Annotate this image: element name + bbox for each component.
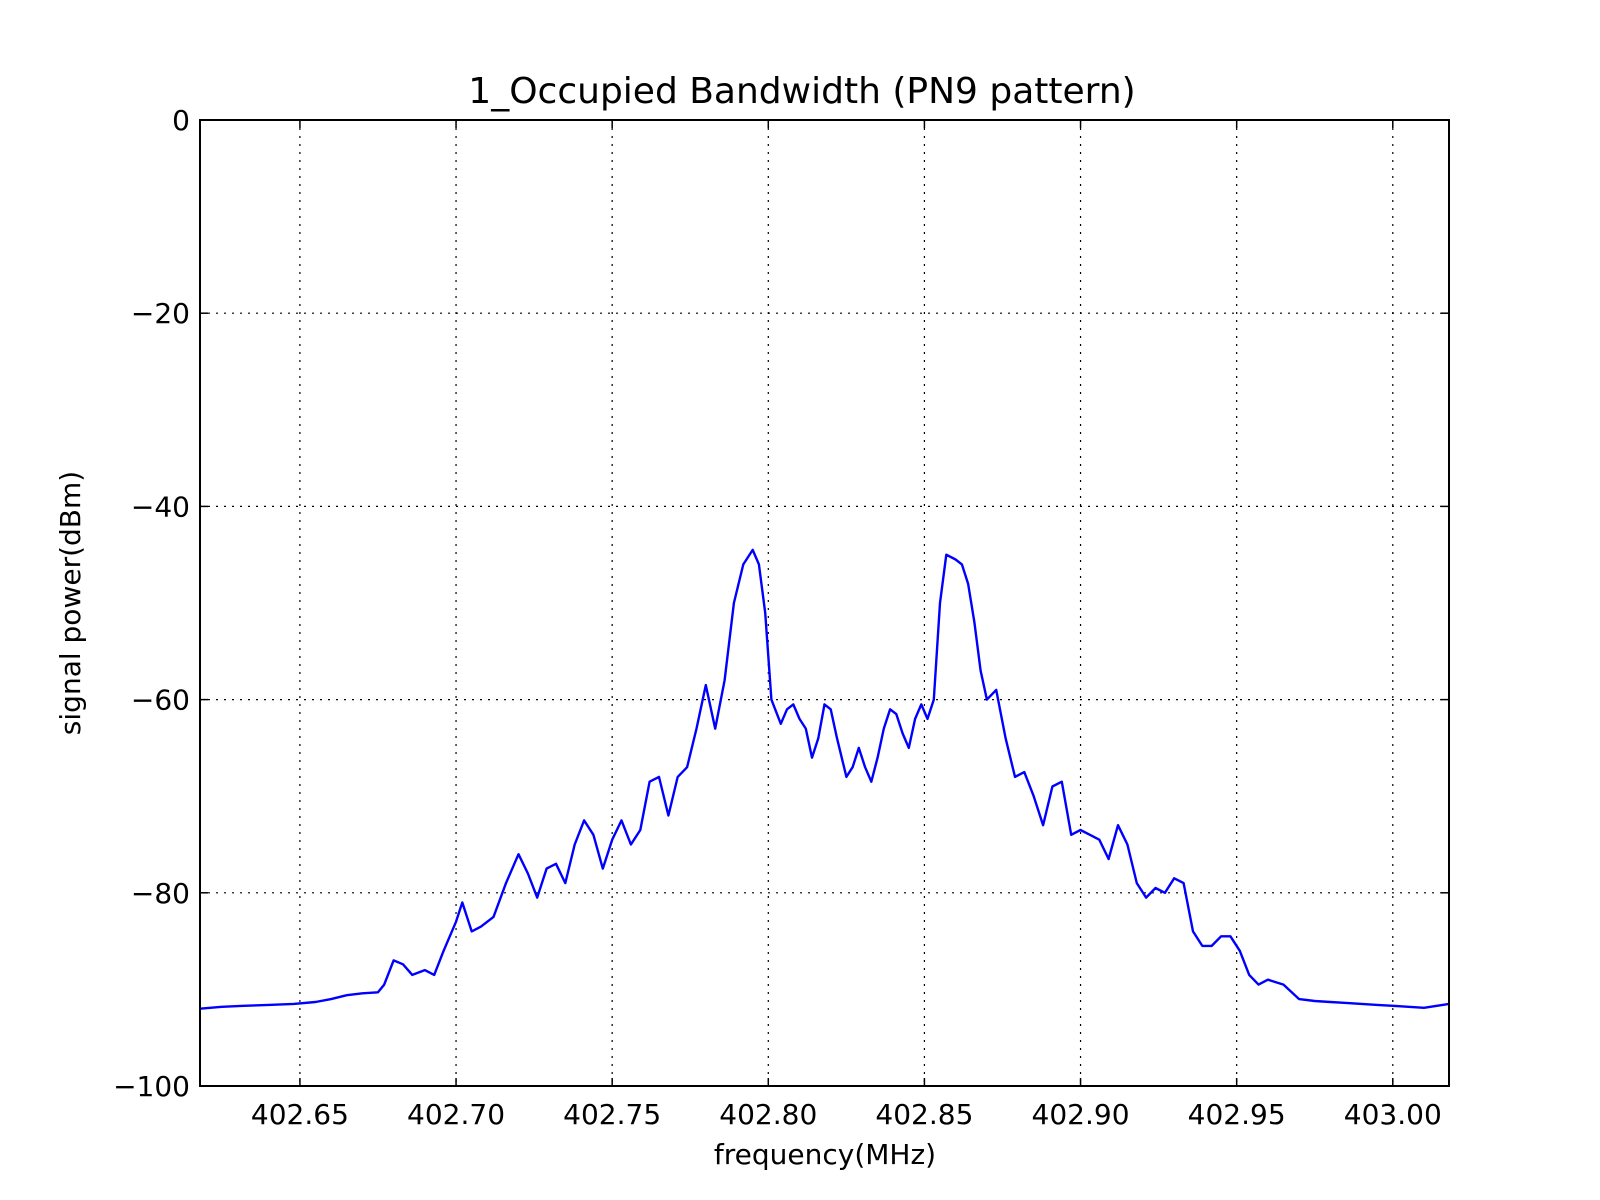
y-tick-label: −100	[113, 1070, 190, 1103]
plot-frame	[199, 119, 1450, 1087]
x-axis-tick-labels: 402.65 402.70 402.75 402.80 402.85 402.90 402.…	[251, 1098, 1442, 1131]
series-line	[199, 548, 1450, 1010]
x-axis-label: frequency(MHz)	[714, 1138, 936, 1171]
y-axis-tick-labels: 0 −20 −40 −60 −80 −100	[113, 104, 190, 1103]
y-tick-label: 0	[172, 104, 190, 137]
x-tick-label: 402.95	[1188, 1098, 1286, 1131]
y-tick-label: −60	[131, 684, 190, 717]
chart-title: 1_Occupied Bandwidth (PN9 pattern)	[468, 71, 1135, 112]
x-tick-label: 402.70	[407, 1098, 505, 1131]
x-tick-label: 402.90	[1032, 1098, 1130, 1131]
y-axis-label: signal power(dBm)	[54, 471, 87, 735]
y-tick-label: −40	[131, 490, 190, 523]
x-tick-label: 403.00	[1344, 1098, 1442, 1131]
x-tick-label: 402.80	[719, 1098, 817, 1131]
x-tick-label: 402.75	[563, 1098, 661, 1131]
x-tick-label: 402.65	[251, 1098, 349, 1131]
plot-area	[199, 548, 1450, 1010]
x-tick-label: 402.85	[875, 1098, 973, 1131]
grid-lines	[200, 120, 1449, 1086]
y-tick-label: −20	[131, 297, 190, 330]
y-tick-label: −80	[131, 877, 190, 910]
axis-ticks	[200, 119, 1449, 1087]
